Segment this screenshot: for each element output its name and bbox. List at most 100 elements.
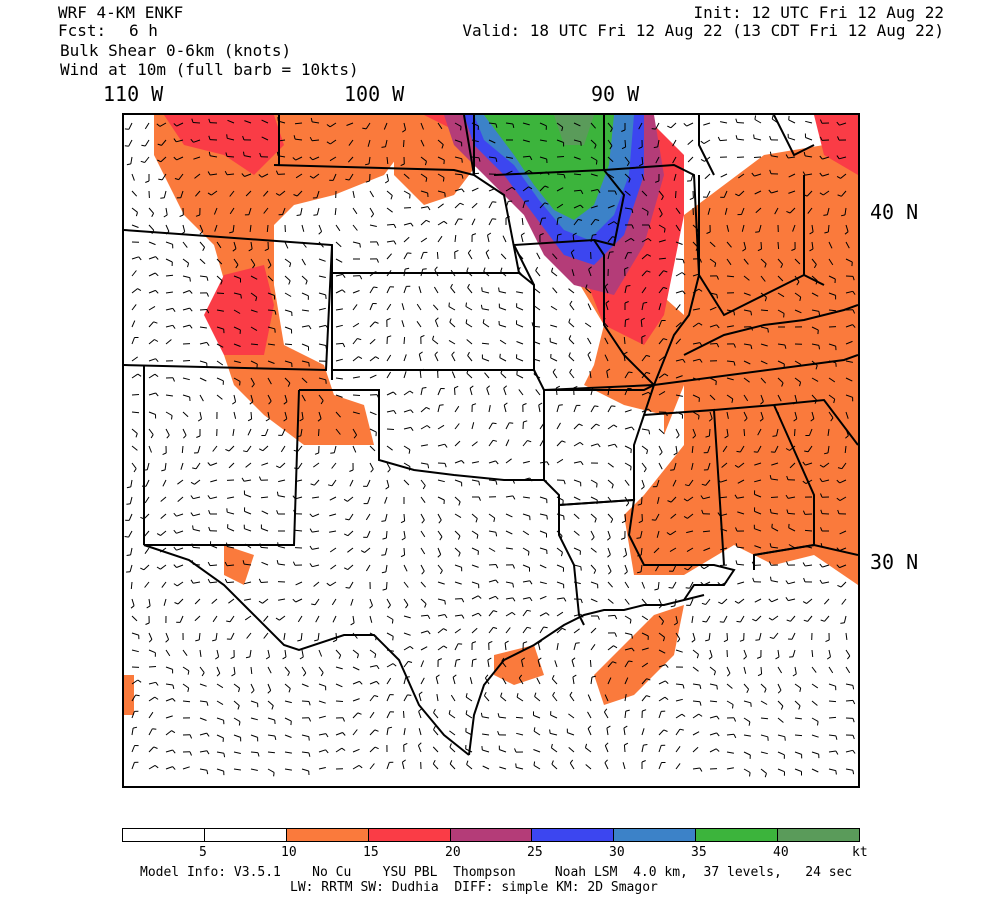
wind-barb-flag	[699, 701, 702, 706]
wind-barb	[550, 305, 558, 311]
wind-barb	[658, 462, 663, 470]
wind-barb	[824, 615, 830, 622]
wind-barb-flag	[374, 695, 379, 698]
wind-barb	[267, 343, 275, 346]
wind-barb	[754, 528, 762, 532]
wind-barb	[604, 745, 609, 753]
wind-barb	[556, 218, 559, 226]
wind-barb	[193, 581, 201, 584]
wind-barb	[516, 696, 524, 702]
wind-barb	[675, 290, 683, 294]
wind-barb	[301, 649, 304, 657]
wind-barb	[522, 530, 530, 536]
wind-barb	[539, 626, 545, 634]
wind-barb	[250, 717, 258, 721]
wind-barb-flag	[503, 402, 508, 406]
wind-barb-flag	[230, 656, 235, 660]
wind-barb-flag	[792, 673, 797, 677]
wind-barb-flag	[392, 391, 397, 396]
wind-barb-flag	[454, 249, 459, 253]
wind-barb-flag	[614, 615, 618, 620]
wind-barb	[539, 202, 546, 209]
forecast-hour: 6 h	[129, 21, 158, 40]
wind-barb	[500, 372, 507, 379]
wind-barb	[160, 564, 167, 570]
wind-barb	[726, 411, 729, 419]
wind-barb-flag	[700, 140, 705, 145]
wind-barb	[346, 122, 354, 126]
wind-barb-flag	[391, 619, 394, 624]
wind-barb	[792, 649, 796, 657]
wind-barb	[199, 360, 207, 364]
wind-barb-flag	[137, 288, 142, 292]
wind-barb-flag	[448, 302, 450, 307]
wind-barb-flag	[195, 214, 200, 217]
wind-barb	[454, 513, 462, 519]
wind-barb-flag	[604, 759, 608, 764]
wind-barb	[641, 207, 649, 212]
wind-barb-flag	[578, 423, 583, 427]
border-oklahoma	[299, 369, 545, 481]
wind-barb-flag	[454, 385, 459, 389]
wind-barb-flag	[544, 185, 549, 188]
wind-barb	[641, 581, 646, 589]
shear-10-15-northwest	[154, 115, 414, 445]
wind-barb	[624, 711, 627, 719]
wind-barb	[279, 462, 286, 469]
wind-barb	[199, 309, 208, 311]
wind-barb	[556, 156, 565, 158]
wind-barb-flag	[529, 580, 533, 585]
wind-barb	[295, 173, 303, 179]
wind-barb	[198, 632, 201, 640]
wind-barb	[148, 392, 156, 396]
wind-barb	[624, 513, 627, 522]
lon-label-90w: 90 W	[591, 82, 640, 106]
wind-barb	[805, 155, 813, 158]
wind-barb-flag	[293, 194, 298, 197]
wind-barb-flag	[623, 725, 628, 729]
wind-barb-flag	[458, 552, 461, 557]
wind-barb	[403, 632, 411, 636]
wind-barb-flag	[733, 343, 736, 348]
wind-barb	[556, 547, 563, 553]
wind-barb	[210, 173, 218, 176]
wind-barb-flag	[802, 562, 806, 567]
wind-barb-flag	[733, 734, 737, 739]
wind-barb	[386, 190, 393, 196]
wind-barb	[692, 700, 701, 703]
wind-barb	[539, 612, 547, 617]
wind-barb	[232, 224, 235, 232]
wind-barb	[552, 371, 558, 379]
wind-barb	[703, 496, 711, 500]
wind-barb	[130, 156, 133, 164]
wind-barb	[386, 410, 394, 413]
wind-barb	[182, 324, 190, 328]
wind-barb	[131, 632, 139, 636]
wind-barb-flag	[698, 288, 703, 292]
wind-barb	[708, 428, 711, 437]
wind-barb	[182, 275, 190, 279]
wind-barb-flag	[735, 543, 738, 548]
wind-barb	[585, 288, 592, 294]
wind-barb	[658, 207, 663, 215]
wind-barb	[177, 598, 184, 605]
wind-barb	[590, 547, 597, 553]
wind-barb	[585, 747, 592, 753]
wind-barb	[590, 677, 593, 685]
wind-barb	[705, 615, 711, 623]
wind-barb-flag	[613, 424, 618, 428]
wind-barb-flag	[187, 670, 190, 675]
wind-barb-flag	[215, 656, 219, 660]
wind-barb	[811, 224, 814, 232]
wind-barb	[845, 649, 851, 657]
wind-barb-flag	[802, 601, 807, 604]
wind-barb	[839, 479, 847, 484]
wind-barb	[449, 763, 456, 770]
wind-barb-flag	[746, 688, 750, 694]
wind-barb-flag	[442, 177, 445, 182]
wind-barb-flag	[141, 144, 146, 147]
wind-barb-flag	[653, 146, 658, 149]
wind-barb	[260, 496, 269, 499]
border-texas-panhandle	[143, 389, 470, 756]
wind-barb	[502, 677, 507, 685]
